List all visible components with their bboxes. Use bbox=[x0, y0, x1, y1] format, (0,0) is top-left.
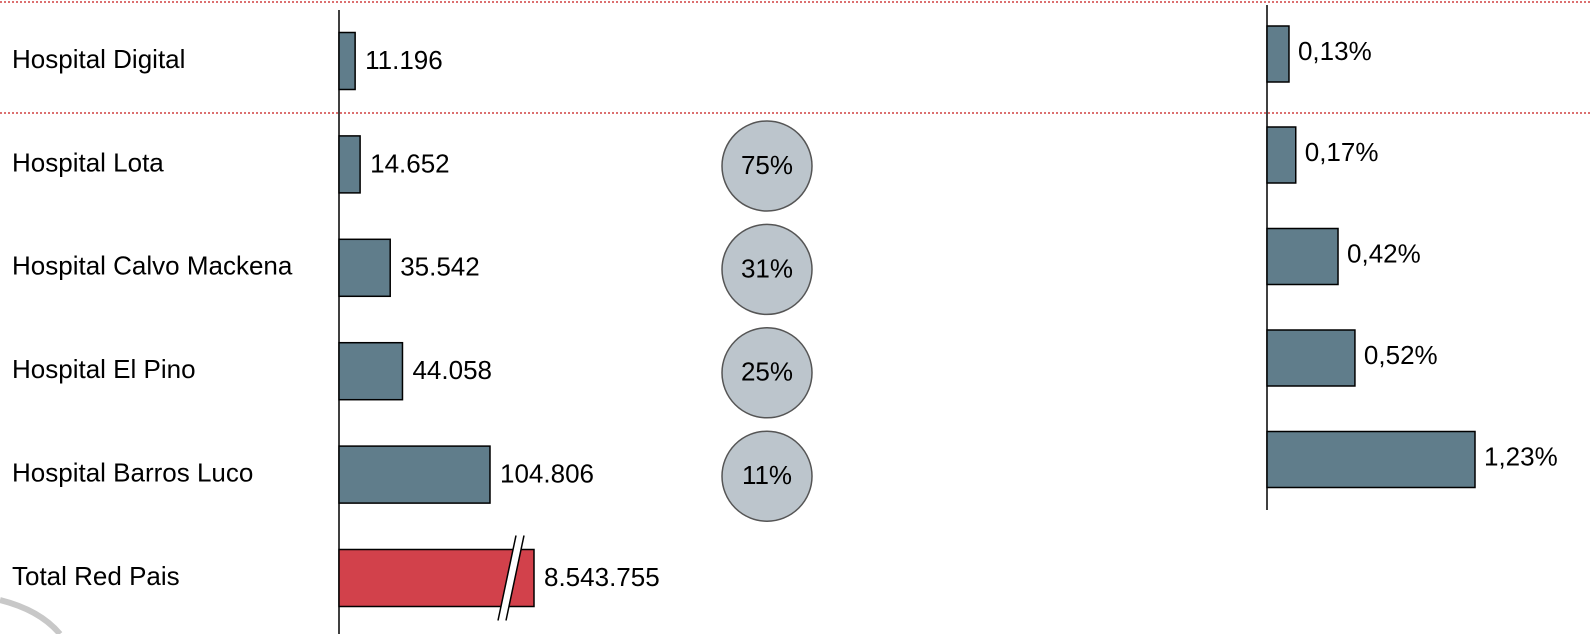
circle-marker bbox=[721, 120, 813, 212]
bar bbox=[338, 548, 535, 608]
value-label: 0,52% bbox=[1364, 340, 1438, 370]
circle-label: 75% bbox=[741, 150, 793, 180]
value-label: 35.542 bbox=[400, 252, 480, 282]
category-label: Hospital Barros Luco bbox=[12, 457, 253, 487]
category-label: Hospital Digital bbox=[12, 44, 185, 74]
value-label: 0,13% bbox=[1298, 36, 1372, 66]
bar bbox=[338, 445, 491, 504]
value-label: 104.806 bbox=[500, 458, 594, 488]
decoration bbox=[0, 597, 63, 634]
axis-break bbox=[498, 535, 524, 621]
category-label: Hospital Calvo Mackena bbox=[12, 251, 293, 281]
bar bbox=[1266, 227, 1339, 286]
axis-break bbox=[497, 535, 517, 621]
value-label: 11.196 bbox=[365, 45, 443, 75]
bar bbox=[1266, 430, 1476, 489]
value-label: 0,42% bbox=[1347, 238, 1421, 268]
bar bbox=[338, 135, 361, 194]
circle-marker bbox=[721, 327, 813, 419]
circle-label: 25% bbox=[741, 357, 793, 387]
value-label: 8.543.755 bbox=[544, 562, 660, 592]
category-label: Hospital El Pino bbox=[12, 354, 196, 384]
bar bbox=[1266, 25, 1290, 83]
value-label: 44.058 bbox=[412, 355, 492, 385]
circle-label: 11% bbox=[742, 460, 792, 490]
bar bbox=[338, 238, 391, 298]
bar bbox=[1266, 126, 1297, 184]
value-label: 1,23% bbox=[1484, 441, 1558, 471]
bar bbox=[1266, 329, 1356, 387]
category-label: Total Red Pais bbox=[12, 561, 180, 591]
circle-marker bbox=[721, 430, 813, 522]
value-label: 0,17% bbox=[1305, 137, 1379, 167]
axis-break bbox=[505, 535, 525, 621]
circle-marker bbox=[721, 223, 813, 316]
category-label: Hospital Lota bbox=[12, 147, 164, 177]
bar bbox=[338, 31, 356, 91]
bar bbox=[338, 341, 404, 401]
value-label: 14.652 bbox=[370, 148, 450, 178]
circle-label: 31% bbox=[741, 253, 793, 283]
